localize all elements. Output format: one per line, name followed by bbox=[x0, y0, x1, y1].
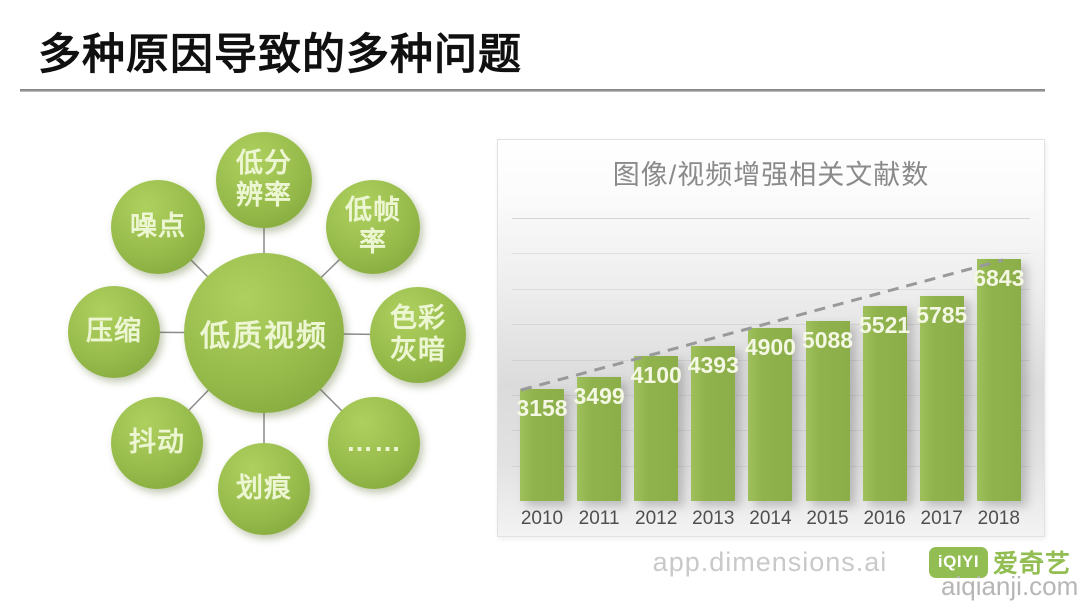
x-tick-label: 2011 bbox=[578, 508, 620, 529]
gridline bbox=[512, 288, 1030, 290]
bar-value-label: 6843 bbox=[973, 264, 1025, 291]
x-tick-label: 2017 bbox=[920, 508, 963, 529]
chart-title: 图像/视频增强相关文献数 bbox=[612, 160, 930, 190]
bar-value-label: 5521 bbox=[859, 311, 911, 338]
cause-bubble: 低帧 率 bbox=[326, 180, 420, 274]
literature-chart-panel: 图像/视频增强相关文献数 3158 2010 3499 2011 4100 2012 439… bbox=[497, 139, 1045, 537]
bar-value-label: 3499 bbox=[573, 383, 625, 410]
cause-bubble: 划痕 bbox=[218, 443, 310, 535]
bar-2010: 3158 bbox=[516, 389, 568, 501]
page-title: 多种原因导致的多种问题 bbox=[38, 31, 522, 79]
x-tick-label: 2010 bbox=[520, 508, 564, 529]
source-caption: app.dimensions.ai bbox=[652, 547, 888, 577]
title-divider bbox=[20, 89, 1045, 92]
cause-bubble: 噪点 bbox=[111, 180, 205, 274]
x-tick-label: 2018 bbox=[977, 508, 1020, 529]
bar-2018: 6843 bbox=[973, 258, 1024, 501]
central-bubble: 低质视频 bbox=[184, 253, 344, 413]
cause-bubble: 抖动 bbox=[111, 397, 203, 489]
bar-value-label: 4393 bbox=[687, 351, 739, 378]
x-tick-label: 2014 bbox=[749, 508, 792, 529]
bar-value-label: 4100 bbox=[630, 361, 682, 388]
bar-value-label: 3158 bbox=[516, 395, 568, 422]
iqiyi-logo: iQIYI 爱奇艺 bbox=[929, 544, 1071, 580]
bar-2013: 4393 bbox=[688, 345, 739, 501]
cause-bubble: 压缩 bbox=[68, 286, 160, 378]
cause-bubble: 低分 辨率 bbox=[216, 132, 312, 228]
bar-2015: 5088 bbox=[802, 321, 853, 501]
watermark: aiqianji.com bbox=[941, 571, 1079, 601]
x-tick-label: 2015 bbox=[806, 508, 849, 529]
gridline bbox=[512, 253, 1030, 255]
cause-bubble-diagram: 低分 辨率 低帧 率色彩 灰暗 …… 划痕 抖动 压缩 噪点 低质视频 bbox=[0, 100, 500, 570]
bar-2014: 4900 bbox=[745, 327, 796, 501]
gridline bbox=[512, 218, 1030, 219]
bar-value-label: 5088 bbox=[801, 327, 854, 354]
x-tick-label: 2016 bbox=[863, 508, 906, 529]
cause-bubble: 色彩 灰暗 bbox=[370, 287, 466, 383]
cause-bubble: …… bbox=[328, 397, 420, 489]
bar-2012: 4100 bbox=[631, 355, 682, 501]
x-tick-label: 2012 bbox=[635, 508, 678, 529]
bar-2016: 5521 bbox=[859, 305, 910, 501]
bar-value-label: 4900 bbox=[744, 333, 796, 360]
iqiyi-brand-name: 爱奇艺 bbox=[993, 550, 1072, 578]
bar-2011: 3499 bbox=[574, 377, 625, 501]
iqiyi-badge-icon: iQIYI bbox=[929, 546, 988, 578]
bar-2017: 5785 bbox=[916, 296, 967, 501]
x-tick-label: 2013 bbox=[692, 508, 735, 529]
bar-value-label: 5785 bbox=[916, 302, 968, 329]
